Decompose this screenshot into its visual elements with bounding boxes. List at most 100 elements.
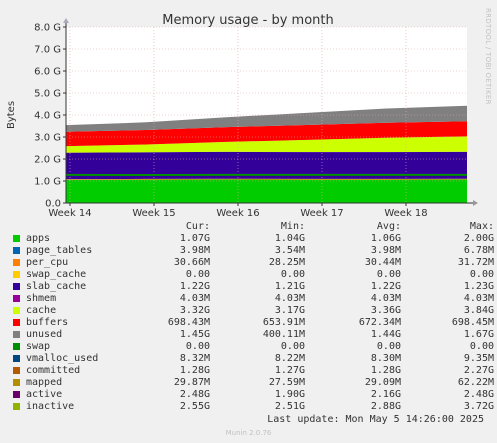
- legend-avg: 672.34M: [358, 317, 401, 328]
- legend-max: 2.27G: [463, 365, 494, 376]
- x-tick-label: Week 14: [48, 208, 91, 219]
- area-apps: [66, 179, 467, 203]
- y-tick-label: 0.0: [45, 199, 61, 210]
- chart-title: Memory usage - by month: [162, 13, 333, 28]
- legend: Cur: Min: Avg: Max: apps 1.07G 1.04G 1.06G 2…: [12, 221, 494, 413]
- legend-max: 6.78M: [463, 245, 494, 256]
- legend-swatch: [13, 307, 20, 314]
- legend-row-active: active 2.48G 1.90G 2.16G 2.48G: [12, 389, 494, 401]
- legend-min: 3.54M: [274, 245, 305, 256]
- legend-swatch: [13, 403, 20, 410]
- legend-row-per-cpu: per_cpu 30.66M 28.25M 30.44M 31.72M: [12, 257, 494, 269]
- legend-row-inactive: inactive 2.55G 2.51G 2.88G 3.72G: [12, 401, 494, 413]
- legend-row-shmem: shmem 4.03M 4.03M 4.03M 4.03M: [12, 293, 494, 305]
- legend-swatch: [13, 355, 20, 362]
- legend-name: slab_cache: [26, 281, 87, 292]
- legend-max: 62.22M: [457, 377, 494, 388]
- legend-name: mapped: [26, 377, 63, 388]
- legend-avg: 1.28G: [370, 365, 401, 376]
- legend-min: 1.90G: [274, 389, 305, 400]
- y-tick-label: 2.0 G: [34, 155, 61, 166]
- legend-max: 31.72M: [457, 257, 494, 268]
- legend-cur: 4.03M: [179, 293, 210, 304]
- legend-min: 28.25M: [268, 257, 305, 268]
- legend-name: swap: [26, 341, 51, 352]
- legend-name: page_tables: [26, 245, 93, 256]
- y-tick-label: 3.0 G: [34, 133, 61, 144]
- legend-min: 8.22M: [274, 353, 305, 364]
- last-update: Last update: Mon May 5 14:26:00 2025: [267, 414, 484, 425]
- legend-max: 2.00G: [463, 233, 494, 244]
- legend-swatch: [13, 343, 20, 350]
- legend-name: swap_cache: [26, 269, 87, 280]
- legend-cur: 698.43M: [167, 317, 210, 328]
- legend-avg: 0.00: [376, 269, 401, 280]
- header-max: Max:: [469, 221, 494, 232]
- legend-max: 3.84G: [463, 305, 494, 316]
- legend-max: 9.35M: [463, 353, 494, 364]
- legend-min: 4.03M: [274, 293, 305, 304]
- legend-swatch: [13, 331, 20, 338]
- legend-row-page-tables: page_tables 3.98M 3.54M 3.98M 6.78M: [12, 245, 494, 257]
- x-tick-label: Week 15: [132, 208, 175, 219]
- legend-row-swap: swap 0.00 0.00 0.00 0.00: [12, 341, 494, 353]
- legend-row-buffers: buffers 698.43M 653.91M 672.34M 698.45M: [12, 317, 494, 329]
- area-unused: [66, 105, 467, 132]
- legend-cur: 1.28G: [179, 365, 210, 376]
- legend-cur: 29.87M: [173, 377, 210, 388]
- memory-chart: Memory usage - by month Bytes 0.0 1.0 G 2.…: [6, 13, 478, 219]
- legend-max: 1.67G: [463, 329, 494, 340]
- legend-min: 1.04G: [274, 233, 305, 244]
- x-tick-label: Week 18: [384, 208, 427, 219]
- y-tick-label: 4.0 G: [34, 111, 61, 122]
- header-cur: Cur:: [185, 221, 210, 232]
- legend-swatch: [13, 391, 20, 398]
- legend-avg: 8.30M: [370, 353, 401, 364]
- stacked-areas: [66, 105, 467, 203]
- legend-avg: 1.06G: [370, 233, 401, 244]
- legend-header: Cur: Min: Avg: Max:: [12, 221, 494, 233]
- legend-max: 4.03M: [463, 293, 494, 304]
- legend-swatch: [13, 295, 20, 302]
- y-tick-label: 6.0 G: [34, 67, 61, 78]
- munin-version: Munin 2.0.76: [225, 429, 272, 437]
- rrdtool-watermark: RRDTOOL / TOBI OETIKER: [484, 8, 492, 105]
- legend-avg: 0.00: [376, 341, 401, 352]
- legend-avg: 1.44G: [370, 329, 401, 340]
- legend-min: 653.91M: [262, 317, 305, 328]
- legend-swatch: [13, 259, 20, 266]
- legend-cur: 3.98M: [179, 245, 210, 256]
- legend-min: 400.11M: [262, 329, 305, 340]
- legend-row-unused: unused 1.45G 400.11M 1.44G 1.67G: [12, 329, 494, 341]
- area-slab-cache: [66, 151, 467, 180]
- legend-max: 2.48G: [463, 389, 494, 400]
- legend-row-vmalloc-used: vmalloc_used 8.32M 8.22M 8.30M 9.35M: [12, 353, 494, 365]
- area-cache: [66, 136, 467, 153]
- legend-avg: 30.44M: [364, 257, 401, 268]
- legend-name: unused: [26, 329, 63, 340]
- axes: 0.0 1.0 G 2.0 G 3.0 G 4.0 G 5.0 G 6.0 G 7.0 G 8.…: [34, 18, 478, 219]
- legend-swatch: [13, 235, 20, 242]
- legend-name: active: [26, 389, 63, 400]
- legend-row-swap-cache: swap_cache 0.00 0.00 0.00 0.00: [12, 269, 494, 281]
- legend-avg: 2.88G: [370, 401, 401, 412]
- legend-min: 0.00: [280, 341, 305, 352]
- legend-cur: 3.32G: [179, 305, 210, 316]
- legend-cur: 0.00: [185, 341, 210, 352]
- legend-max: 3.72G: [463, 401, 494, 412]
- header-min: Min:: [280, 221, 305, 232]
- header-avg: Avg:: [376, 221, 401, 232]
- legend-name: buffers: [26, 317, 69, 328]
- y-axis-arrow: [63, 18, 69, 23]
- legend-max: 0.00: [469, 269, 494, 280]
- legend-min: 1.21G: [274, 281, 305, 292]
- legend-cur: 2.55G: [179, 401, 210, 412]
- legend-name: committed: [26, 365, 81, 376]
- legend-cur: 1.07G: [179, 233, 210, 244]
- legend-avg: 3.36G: [370, 305, 401, 316]
- gridlines: [66, 26, 467, 203]
- legend-row-mapped: mapped 29.87M 27.59M 29.09M 62.22M: [12, 377, 494, 389]
- legend-min: 2.51G: [274, 401, 305, 412]
- legend-row-slab-cache: slab_cache 1.22G 1.21G 1.22G 1.23G: [12, 281, 494, 293]
- legend-name: per_cpu: [26, 257, 69, 268]
